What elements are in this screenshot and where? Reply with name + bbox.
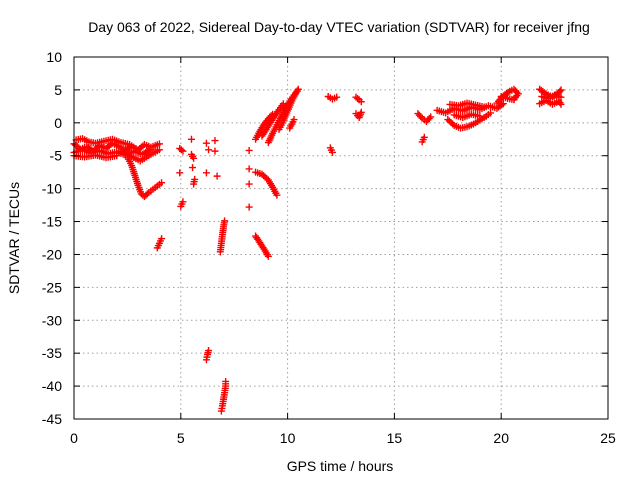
- data-point: [189, 164, 197, 172]
- data-point: [499, 100, 507, 108]
- data-point: [202, 169, 210, 177]
- y-tick-label: 10: [46, 49, 62, 65]
- data-point: [202, 139, 210, 147]
- data-point: [510, 96, 518, 104]
- x-tick-label: 20: [493, 430, 509, 446]
- data-point: [476, 112, 484, 120]
- data-point: [126, 141, 134, 149]
- y-tick-label: -10: [42, 181, 62, 197]
- data-point: [205, 347, 213, 355]
- data-point: [328, 148, 336, 156]
- data-point: [213, 172, 221, 180]
- data-point: [504, 88, 512, 96]
- data-point: [290, 116, 298, 124]
- x-tick-labels: 0 5 10 15 20 25: [70, 430, 616, 446]
- y-tick-label: -5: [50, 148, 63, 164]
- x-tick-label: 0: [70, 430, 78, 446]
- data-point: [417, 113, 425, 121]
- axis-ticks: [73, 56, 609, 420]
- data-point: [354, 94, 362, 102]
- data-point: [113, 152, 121, 160]
- data-point: [556, 87, 564, 95]
- data-point: [187, 135, 195, 143]
- data-point: [425, 114, 433, 122]
- data-point: [357, 98, 365, 106]
- y-tick-label: 5: [54, 82, 62, 98]
- y-tick-label: -45: [42, 411, 62, 427]
- data-point: [264, 252, 272, 260]
- data-point: [155, 140, 163, 148]
- data-point: [191, 175, 199, 183]
- data-point: [221, 217, 229, 225]
- data-point: [245, 165, 253, 173]
- data-points: [70, 85, 565, 415]
- data-point: [449, 120, 457, 128]
- x-axis-label: GPS time / hours: [287, 458, 394, 474]
- data-point: [179, 198, 187, 206]
- data-point: [143, 190, 151, 198]
- data-point: [480, 103, 488, 111]
- data-point: [557, 93, 565, 101]
- data-point: [357, 108, 365, 116]
- data-point: [245, 146, 253, 154]
- data-point: [190, 154, 198, 162]
- data-point: [158, 235, 166, 243]
- data-point: [498, 101, 506, 109]
- x-tick-label: 5: [177, 430, 185, 446]
- y-axis-label: SDTVAR / TECUs: [6, 182, 22, 294]
- data-point: [245, 180, 253, 188]
- data-point: [556, 99, 564, 107]
- data-point: [177, 146, 185, 154]
- data-point: [420, 133, 428, 141]
- data-point: [205, 146, 213, 154]
- data-point: [557, 100, 565, 108]
- y-tick-label: -20: [42, 246, 62, 262]
- data-point: [273, 191, 281, 199]
- data-point: [176, 169, 184, 177]
- y-tick-label: 0: [54, 115, 62, 131]
- x-tick-label: 25: [600, 430, 616, 446]
- data-point: [222, 377, 230, 385]
- data-point: [487, 109, 495, 117]
- data-point: [158, 179, 166, 187]
- data-point: [427, 113, 435, 121]
- data-point: [557, 86, 565, 94]
- data-point: [333, 93, 341, 101]
- data-point: [294, 85, 302, 93]
- y-tick-label: -15: [42, 214, 62, 230]
- y-tick-label: -35: [42, 345, 62, 361]
- grid-lines: [74, 57, 608, 419]
- data-point: [155, 146, 163, 154]
- y-tick-label: -40: [42, 378, 62, 394]
- data-point: [245, 203, 253, 211]
- y-tick-label: -30: [42, 312, 62, 328]
- x-tick-label: 15: [387, 430, 403, 446]
- data-point: [179, 147, 187, 155]
- x-tick-label: 10: [280, 430, 296, 446]
- chart-title: Day 063 of 2022, Sidereal Day-to-day VTE…: [88, 19, 590, 35]
- data-point: [211, 147, 219, 155]
- y-tick-labels: 10 5 0 -5 -10 -15 -20 -25 -30 -35 -40 -45: [42, 49, 62, 427]
- y-tick-label: -25: [42, 279, 62, 295]
- data-point: [211, 137, 219, 145]
- plot-frame: [73, 56, 609, 420]
